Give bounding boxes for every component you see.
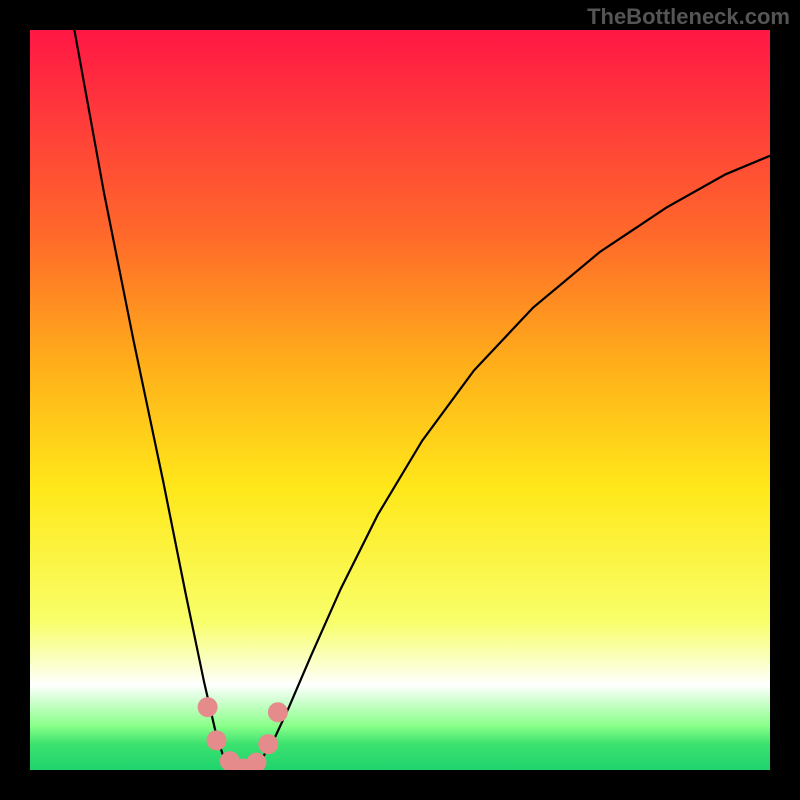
page-root: TheBottleneck.com [0, 0, 800, 800]
valley-marker [268, 702, 288, 722]
valley-marker [258, 734, 278, 754]
watermark-text: TheBottleneck.com [587, 4, 790, 30]
valley-marker [198, 697, 218, 717]
valley-marker [206, 730, 226, 750]
valley-marker [246, 753, 266, 773]
bottleneck-chart [0, 0, 800, 800]
plot-background-gradient [30, 30, 770, 770]
